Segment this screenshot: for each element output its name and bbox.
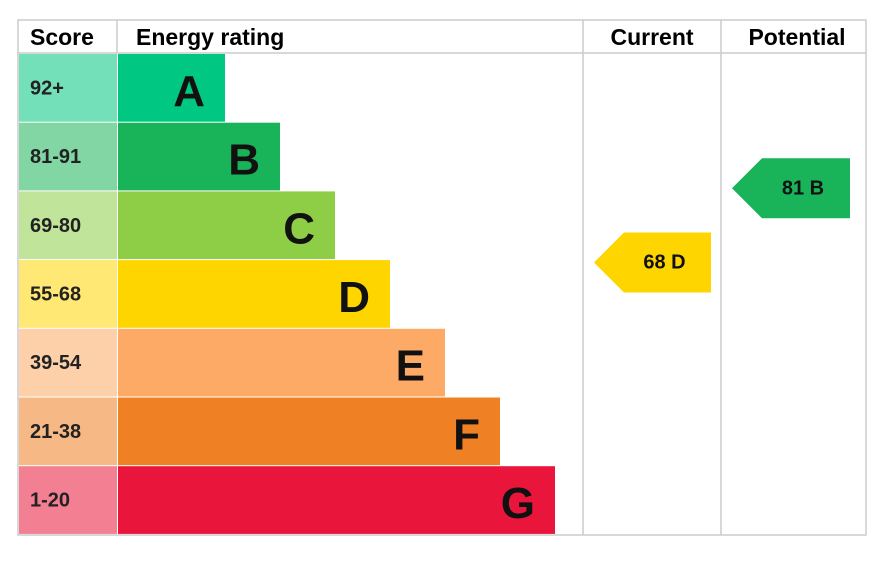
header-potential: Potential: [748, 24, 845, 50]
rating-bar: [118, 328, 445, 397]
score-label: 21-38: [30, 421, 81, 443]
rating-bar: [118, 191, 335, 260]
score-cell: [19, 466, 117, 534]
header-score: Score: [30, 24, 94, 50]
score-cell: [19, 397, 117, 466]
rating-letter: G: [501, 479, 535, 528]
table-frame: [17, 19, 867, 536]
rating-letter: B: [228, 136, 260, 185]
score-label: 81-91: [30, 146, 81, 168]
rating-letter: D: [338, 273, 370, 322]
rating-letter: F: [453, 410, 480, 459]
header-current: Current: [610, 24, 693, 50]
rating-bar: [118, 54, 225, 122]
current-label: 68 D: [643, 252, 685, 274]
rating-bar: [118, 260, 390, 328]
current-arrow: [594, 232, 711, 293]
rating-bar: [118, 397, 500, 466]
potential-arrow: [732, 158, 850, 219]
score-label: 39-54: [30, 352, 82, 374]
score-label: 69-80: [30, 215, 81, 237]
score-cell: [19, 54, 117, 122]
rating-bar: [118, 122, 280, 191]
score-label: 1-20: [30, 490, 70, 512]
score-cell: [19, 122, 117, 191]
rating-letter: A: [173, 67, 205, 116]
rating-bar: [118, 466, 555, 534]
rating-letter: C: [283, 204, 315, 253]
rating-letter: E: [396, 342, 425, 391]
score-label: 55-68: [30, 283, 81, 305]
score-cell: [19, 191, 117, 260]
score-cell: [19, 328, 117, 397]
header-rating: Energy rating: [136, 24, 284, 50]
score-cell: [19, 260, 117, 328]
potential-label: 81 B: [782, 177, 824, 199]
score-label: 92+: [30, 77, 64, 99]
